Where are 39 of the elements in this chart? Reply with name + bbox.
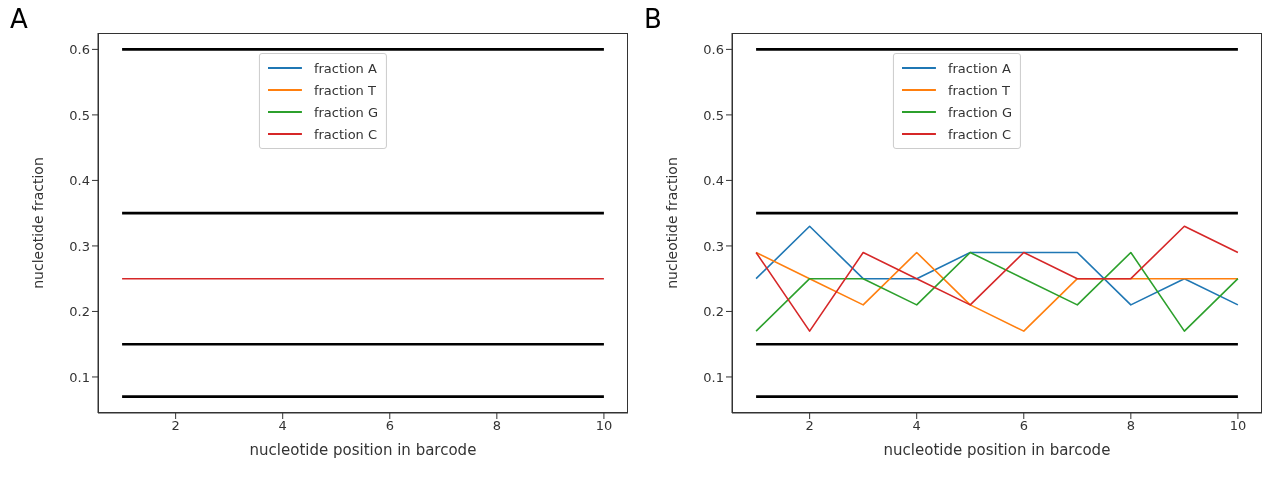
text: B (644, 4, 662, 34)
y-tick-label: 0.2 (703, 304, 724, 320)
x-tick-label: 2 (171, 418, 180, 434)
x-tick-label: 10 (1229, 418, 1247, 434)
x-tick-label: 2 (805, 418, 814, 434)
text: A (10, 4, 28, 34)
y-tick-label: 0.1 (703, 369, 724, 385)
x-tick-label: 8 (1126, 418, 1135, 434)
legend-label: fraction G (947, 104, 1013, 120)
y-tick-label: 0.3 (69, 238, 90, 254)
y-axis-title: nucleotide fraction (29, 157, 46, 289)
legend-label: fraction A (313, 60, 377, 76)
legend-label: fraction C (313, 126, 378, 142)
y-tick-label: 0.2 (69, 304, 90, 320)
x-tick-label: 6 (385, 418, 394, 434)
legend-label: fraction T (947, 82, 1010, 98)
legend-label: fraction T (313, 82, 376, 98)
x-tick-label: 4 (912, 418, 921, 434)
y-tick-label: 0.6 (703, 41, 724, 57)
x-tick-label: 10 (595, 418, 613, 434)
y-tick-label: 0.5 (69, 107, 90, 123)
x-tick-label: 4 (278, 418, 287, 434)
line-series (755, 251, 1239, 332)
x-tick-label: 6 (1019, 418, 1028, 434)
y-axis-title: nucleotide fraction (663, 157, 680, 289)
y-tick-label: 0.6 (69, 41, 90, 57)
x-axis-title: nucleotide position in barcode (883, 441, 1111, 459)
legend-label: fraction A (947, 60, 1011, 76)
x-axis-title: nucleotide position in barcode (249, 441, 477, 459)
line-series (755, 225, 1239, 306)
line-series (755, 225, 1239, 332)
y-tick-label: 0.3 (703, 238, 724, 254)
x-tick-label: 8 (492, 418, 501, 434)
y-tick-label: 0.5 (703, 107, 724, 123)
legend-label: fraction G (313, 104, 379, 120)
y-tick-label: 0.4 (703, 173, 724, 189)
y-tick-label: 0.4 (69, 173, 90, 189)
legend-label: fraction C (947, 126, 1012, 142)
y-tick-label: 0.1 (69, 369, 90, 385)
